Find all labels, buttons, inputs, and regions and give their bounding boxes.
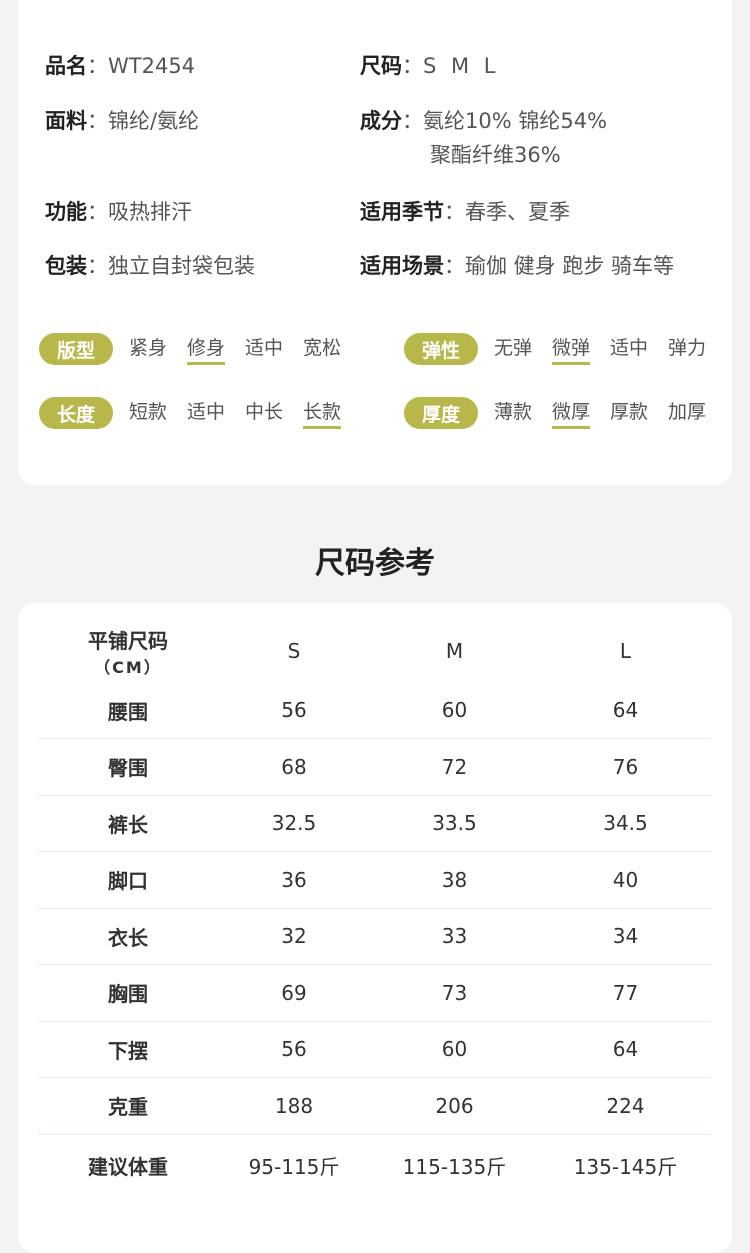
row-label: 克重 xyxy=(37,1077,219,1135)
attribute-option: 宽松 xyxy=(303,337,342,359)
table-cell: 40 xyxy=(539,851,711,909)
attribute-option: 中长 xyxy=(245,401,284,423)
table-cell: 32.5 xyxy=(219,795,369,852)
table-cell: 56 xyxy=(219,682,369,739)
table-cell: 56 xyxy=(219,1021,369,1078)
row-label: 胸围 xyxy=(37,964,219,1022)
attribute-option: 加厚 xyxy=(668,401,707,423)
spec-composition: 成分：氨纶10% 锦纶54% 聚酯纤维36% xyxy=(360,109,608,167)
spec-scene: 适用场景：瑜伽 健身 跑步 骑车等 xyxy=(360,254,675,278)
table-cell: 32 xyxy=(219,908,369,965)
attribute-option: 适中 xyxy=(610,337,649,359)
table-row: 臀围 68 72 76 xyxy=(37,738,711,796)
attribute-row: 弹性 无弹 微弹 适中 弹力 xyxy=(404,333,726,365)
attribute-label-pill: 厚度 xyxy=(404,397,478,429)
attribute-option: 紧身 xyxy=(129,337,168,359)
attribute-option: 厚款 xyxy=(610,401,649,423)
attribute-option: 短款 xyxy=(129,401,168,423)
table-cell: 224 xyxy=(539,1077,711,1135)
table-cell: 72 xyxy=(368,738,540,796)
spec-fabric: 面料：锦纶/氨纶 xyxy=(45,109,200,133)
attribute-option: 薄款 xyxy=(494,401,533,423)
table-cell: 34.5 xyxy=(539,795,711,852)
table-cell: 64 xyxy=(539,682,711,739)
table-cell: 34 xyxy=(539,908,711,965)
table-cell: 95-115斤 xyxy=(248,1154,340,1179)
attribute-row: 版型 紧身 修身 适中 宽松 xyxy=(39,333,361,365)
attribute-option-selected: 长款 xyxy=(303,397,342,429)
attribute-option: 适中 xyxy=(187,401,226,423)
row-label: 衣长 xyxy=(37,908,219,965)
row-label: 腰围 xyxy=(37,682,219,739)
header-size: S xyxy=(287,639,301,663)
table-cell: 33 xyxy=(368,908,540,965)
table-cell: 73 xyxy=(368,964,540,1022)
table-row: 衣长 32 33 34 xyxy=(37,908,711,965)
table-header-row: 平铺尺码 （CM） S M L xyxy=(37,620,711,682)
attribute-row: 长度 短款 适中 中长 长款 xyxy=(39,397,361,429)
header-size: L xyxy=(619,639,632,663)
spec-package: 包装：独立自封袋包装 xyxy=(45,254,255,278)
table-cell: 115-135斤 xyxy=(402,1154,507,1179)
table-cell: 64 xyxy=(539,1021,711,1078)
table-row: 裤长 32.5 33.5 34.5 xyxy=(37,795,711,852)
row-label: 臀围 xyxy=(37,738,219,796)
table-cell: 135-145斤 xyxy=(573,1154,678,1179)
table-cell: 36 xyxy=(219,851,369,909)
table-cell: 33.5 xyxy=(368,795,540,852)
table-row: 下摆 56 60 64 xyxy=(37,1021,711,1078)
spec-name: 品名：WT2454 xyxy=(45,54,196,78)
table-cell: 206 xyxy=(368,1077,540,1135)
spec-season: 适用季节：春季、夏季 xyxy=(360,200,570,224)
attribute-option: 适中 xyxy=(245,337,284,359)
table-cell: 69 xyxy=(219,964,369,1022)
attribute-label-pill: 弹性 xyxy=(404,333,478,365)
table-cell: 38 xyxy=(368,851,540,909)
attribute-option: 无弹 xyxy=(494,337,533,359)
spec-function: 功能：吸热排汗 xyxy=(45,200,192,224)
table-cell: 60 xyxy=(368,1021,540,1078)
table-cell: 77 xyxy=(539,964,711,1022)
size-reference-title: 尺码参考 xyxy=(315,546,435,581)
attribute-label-pill: 版型 xyxy=(39,333,113,365)
table-row: 腰围 56 60 64 xyxy=(37,682,711,739)
row-label: 裤长 xyxy=(37,795,219,852)
table-cell: 60 xyxy=(368,682,540,739)
product-info-card: 品名：WT2454 尺码：S M L 面料：锦纶/氨纶 成分：氨纶10% 锦纶5… xyxy=(18,0,732,485)
row-label: 脚口 xyxy=(37,851,219,909)
attribute-row: 厚度 薄款 微厚 厚款 加厚 xyxy=(404,397,726,429)
attribute-option: 弹力 xyxy=(668,337,707,359)
table-cell: 68 xyxy=(219,738,369,796)
table-cell: 76 xyxy=(539,738,711,796)
spec-size: 尺码：S M L xyxy=(360,54,500,78)
table-cell: 188 xyxy=(219,1077,369,1135)
table-row: 建议体重 95-115斤 115-135斤 135-145斤 xyxy=(37,1134,711,1196)
attribute-option-selected: 微厚 xyxy=(552,397,591,429)
attribute-label-pill: 长度 xyxy=(39,397,113,429)
row-label: 下摆 xyxy=(37,1021,219,1078)
table-row: 克重 188 206 224 xyxy=(37,1077,711,1135)
header-size: M xyxy=(445,639,464,663)
header-label: 平铺尺码 （CM） xyxy=(88,628,168,677)
table-row: 胸围 69 73 77 xyxy=(37,964,711,1022)
size-table: 平铺尺码 （CM） S M L 腰围 56 60 64 臀围 68 72 76 裤长 32.5 33.… xyxy=(37,620,711,1196)
row-label: 建议体重 xyxy=(88,1154,168,1179)
attribute-option-selected: 修身 xyxy=(187,333,226,365)
size-table-card: 平铺尺码 （CM） S M L 腰围 56 60 64 臀围 68 72 76 裤长 32.5 33.… xyxy=(18,603,732,1253)
attribute-option-selected: 微弹 xyxy=(552,333,591,365)
table-row: 脚口 36 38 40 xyxy=(37,851,711,909)
